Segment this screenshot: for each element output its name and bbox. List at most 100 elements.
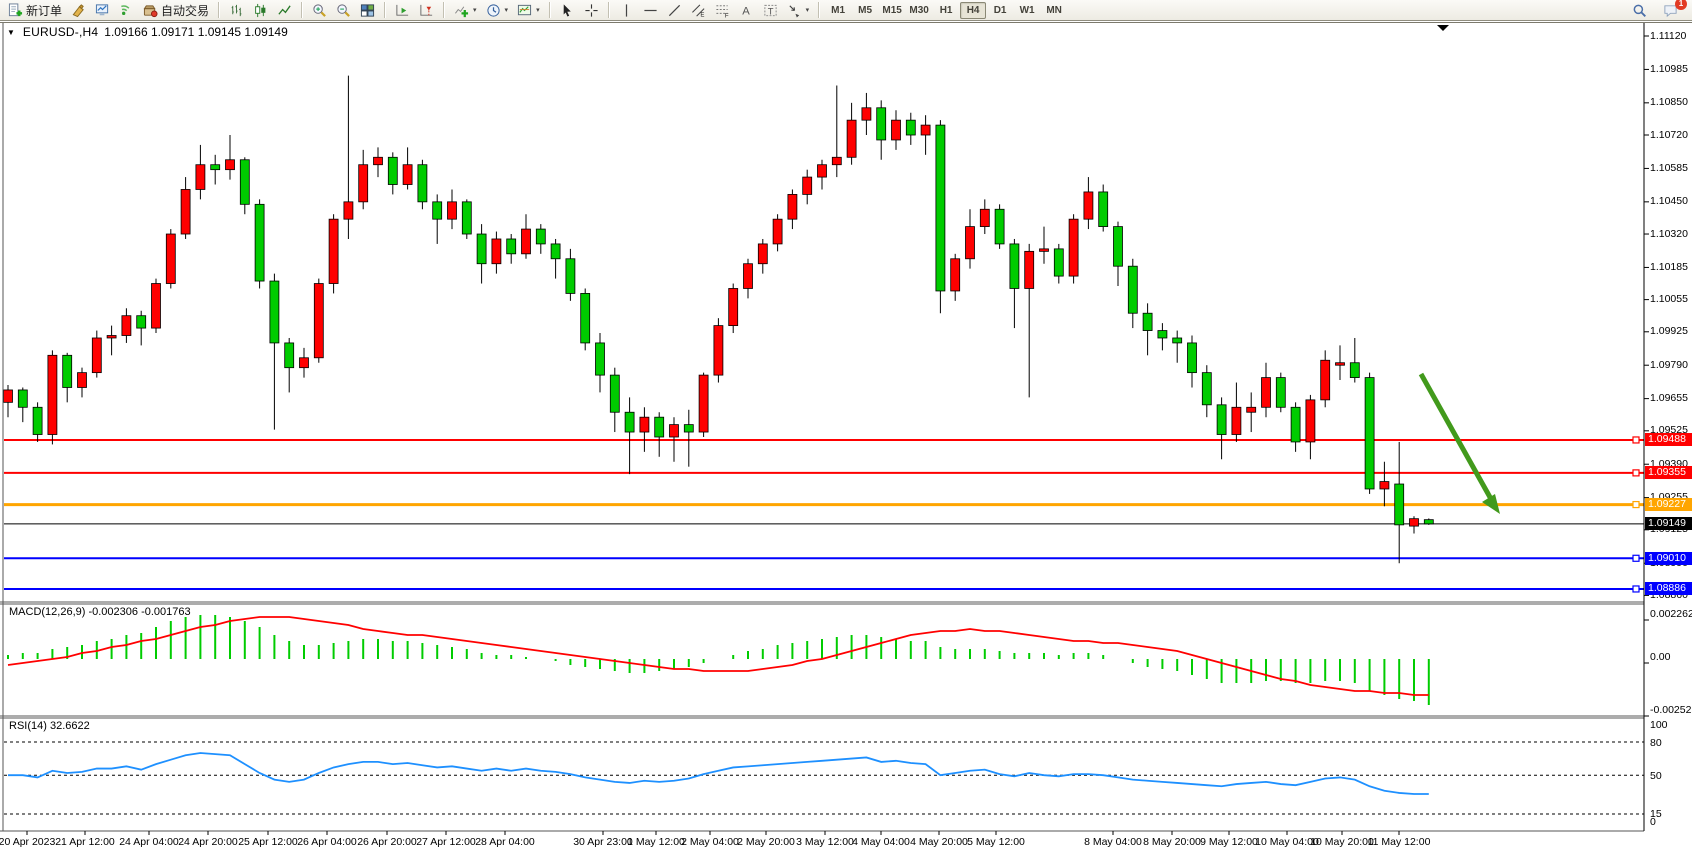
price-axis-label: 1.09790 (1650, 358, 1688, 371)
indicators-button[interactable]: ▾ (450, 1, 481, 20)
notifications-button[interactable]: 1 (1659, 0, 1687, 20)
candle-body (965, 226, 975, 260)
chart-symbol-period: EURUSD-,H4 (22, 25, 99, 39)
time-axis-label: 20 Apr 2023 (0, 836, 56, 848)
level-price-label: 1.09010 (1645, 551, 1692, 565)
svg-text:T: T (767, 6, 773, 16)
dropdown-caret-icon: ▾ (504, 7, 509, 14)
level-line-anchor[interactable] (1632, 500, 1640, 509)
cursor-button[interactable] (556, 1, 579, 20)
rsi-axis-label: 50 (1650, 770, 1662, 782)
candle-body (299, 357, 309, 369)
candle-body (994, 208, 1005, 245)
trend-arrow-line[interactable] (1418, 372, 1494, 501)
candle-body (136, 315, 147, 329)
candle-body (313, 283, 324, 359)
trendline-button[interactable] (663, 1, 686, 20)
candle-body (417, 164, 428, 203)
timeframe-button-D1[interactable]: D1 (987, 2, 1013, 19)
candle-body (654, 416, 665, 438)
toolbar-separator (218, 2, 221, 18)
toolbar-separator (548, 2, 551, 18)
time-axis-label: 2 May 20:00 (737, 836, 795, 848)
price-axis-label: 1.10985 (1650, 62, 1688, 75)
signals-button[interactable] (115, 1, 138, 20)
timeframe-button-M5[interactable]: M5 (852, 2, 878, 19)
candle-body (609, 374, 620, 413)
trend-arrow-head[interactable] (1482, 494, 1500, 514)
arrows-icon (788, 4, 799, 18)
auto-trading-button[interactable]: 自动交易 (139, 1, 213, 20)
new-chart-button[interactable] (67, 1, 90, 20)
candle-body (151, 283, 161, 329)
level-line-anchor[interactable] (1632, 469, 1640, 477)
toolbar-right-tools: 1 (1628, 0, 1688, 20)
text-button[interactable]: A (735, 1, 758, 20)
chart-shift-marker-icon[interactable] (1437, 25, 1449, 31)
bar-chart-button[interactable] (225, 1, 248, 20)
chart-shift-icon (420, 4, 433, 16)
candle-body (402, 164, 413, 185)
candle-body (1113, 226, 1123, 267)
price-axis-label: 1.09925 (1650, 325, 1688, 338)
timeframe-button-H4[interactable]: H4 (960, 1, 987, 19)
candle-body (787, 194, 798, 220)
vertical-line-icon (625, 3, 627, 17)
candle-body (239, 159, 250, 205)
vertical-line-button[interactable] (615, 1, 638, 20)
candle-body (121, 315, 132, 336)
periods-button[interactable]: ▾ (482, 1, 513, 20)
price-axis-label: 1.10320 (1650, 227, 1688, 240)
candle-body (432, 201, 443, 220)
level-line-anchor[interactable] (1632, 436, 1640, 444)
timeframe-button-M1[interactable]: M1 (825, 2, 851, 19)
symbol-dropdown-icon[interactable]: ▼ (7, 28, 15, 37)
fibonacci-button[interactable]: F (711, 1, 734, 20)
timeframe-button-M30[interactable]: M30 (906, 2, 932, 19)
candle-body (328, 218, 339, 284)
timeframe-button-MN[interactable]: MN (1041, 2, 1067, 19)
price-axis-label: 1.10720 (1650, 128, 1688, 141)
svg-text:F: F (724, 12, 728, 17)
time-axis-label: 8 May 20:00 (1143, 836, 1201, 848)
chart-shift-button[interactable] (415, 1, 438, 20)
candlestick-chart-icon (255, 3, 266, 17)
zoom-in-button[interactable] (308, 1, 331, 20)
auto-trading-label: 自动交易 (161, 3, 210, 18)
toolbar-separator (301, 2, 304, 18)
line-chart-button[interactable] (273, 1, 296, 20)
text-label-button[interactable]: T (759, 1, 782, 20)
equidistant-channel-icon: E (691, 4, 705, 18)
candle-body (1320, 359, 1331, 401)
search-button[interactable] (1628, 1, 1651, 20)
crosshair-button[interactable] (580, 1, 603, 20)
templates-button[interactable]: ▾ (513, 1, 544, 20)
time-axis-label: 24 Apr 04:00 (119, 836, 179, 848)
arrows-button[interactable]: ▾ (783, 1, 814, 20)
time-axis-label: 21 Apr 12:00 (55, 836, 115, 848)
horizontal-line-button[interactable] (639, 1, 662, 20)
time-axis-label: 3 May 12:00 (796, 836, 854, 848)
svg-text:E: E (700, 11, 704, 17)
candle-body (1068, 218, 1079, 277)
timeframe-button-M15[interactable]: M15 (879, 2, 905, 19)
level-line-anchor[interactable] (1632, 554, 1640, 562)
market-watch-button[interactable] (91, 1, 114, 20)
candle-body (225, 159, 235, 171)
candlestick-chart-button[interactable] (249, 1, 272, 20)
zoom-out-button[interactable] (332, 1, 355, 20)
macd-signal-line (7, 616, 1429, 696)
candle-body (387, 156, 398, 185)
equidistant-channel-button[interactable]: E (687, 1, 710, 20)
timeframe-button-W1[interactable]: W1 (1014, 2, 1040, 19)
timeframe-button-H1[interactable]: H1 (933, 2, 959, 19)
dropdown-caret-icon: ▾ (805, 7, 810, 14)
cursor-icon (563, 3, 571, 16)
candle-body (195, 164, 206, 190)
new-order-button[interactable]: 新订单 (4, 1, 66, 20)
indicators-icon (455, 5, 469, 17)
tile-windows-button[interactable] (356, 1, 379, 20)
auto-scroll-button[interactable] (391, 1, 414, 20)
level-line-anchor[interactable] (1632, 585, 1640, 593)
